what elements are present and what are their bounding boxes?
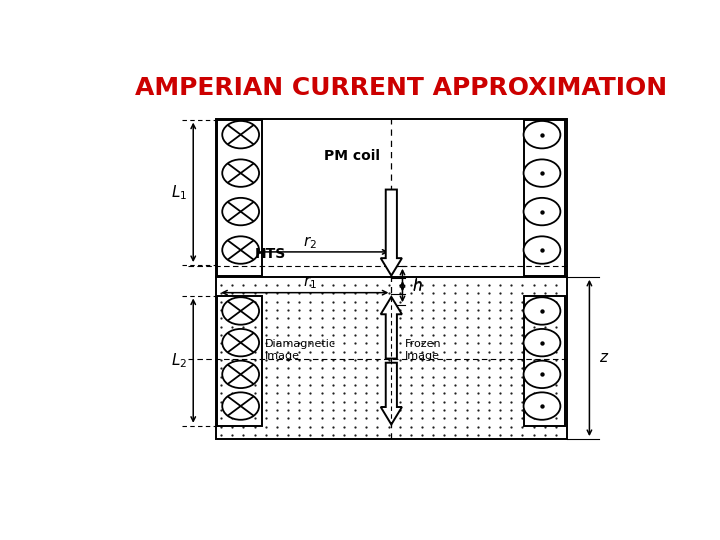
Circle shape <box>523 159 560 187</box>
Point <box>536 402 548 410</box>
Circle shape <box>222 361 259 388</box>
Point <box>536 169 548 178</box>
Text: h: h <box>413 278 422 293</box>
Circle shape <box>523 297 560 325</box>
Circle shape <box>523 361 560 388</box>
Point <box>536 307 548 315</box>
Point <box>536 207 548 216</box>
FancyArrow shape <box>381 190 402 275</box>
Circle shape <box>222 121 259 149</box>
Text: Diamagnetic
Image: Diamagnetic Image <box>265 340 336 361</box>
Circle shape <box>222 393 259 420</box>
Circle shape <box>222 198 259 225</box>
Text: $L_1$: $L_1$ <box>171 183 187 202</box>
FancyArrow shape <box>381 297 402 359</box>
FancyArrow shape <box>381 363 402 424</box>
Bar <box>215 119 567 439</box>
Text: $r_1$: $r_1$ <box>303 274 318 291</box>
Point <box>536 370 548 379</box>
Point <box>536 339 548 347</box>
Text: $r_2$: $r_2$ <box>303 234 318 251</box>
Text: h: h <box>413 279 422 294</box>
Circle shape <box>222 159 259 187</box>
Point <box>536 130 548 139</box>
Circle shape <box>523 198 560 225</box>
Text: $L_2$: $L_2$ <box>171 352 187 370</box>
Bar <box>217 120 262 275</box>
Bar <box>524 120 565 275</box>
Circle shape <box>523 121 560 149</box>
Circle shape <box>222 237 259 264</box>
Point <box>536 246 548 254</box>
Bar <box>524 295 565 426</box>
Text: PM coil: PM coil <box>324 149 380 163</box>
Text: AMPERIAN CURRENT APPROXIMATION: AMPERIAN CURRENT APPROXIMATION <box>135 76 667 100</box>
Bar <box>217 295 262 426</box>
Circle shape <box>222 329 259 356</box>
Text: HTS: HTS <box>255 247 286 261</box>
Circle shape <box>523 237 560 264</box>
Circle shape <box>222 297 259 325</box>
Circle shape <box>523 329 560 356</box>
Text: Frozen
Image: Frozen Image <box>405 340 442 361</box>
Circle shape <box>523 393 560 420</box>
Text: z: z <box>600 350 608 366</box>
